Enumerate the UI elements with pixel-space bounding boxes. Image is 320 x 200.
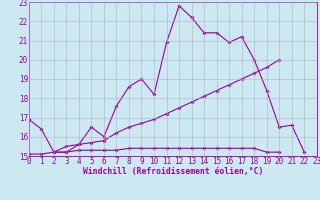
X-axis label: Windchill (Refroidissement éolien,°C): Windchill (Refroidissement éolien,°C) xyxy=(83,167,263,176)
